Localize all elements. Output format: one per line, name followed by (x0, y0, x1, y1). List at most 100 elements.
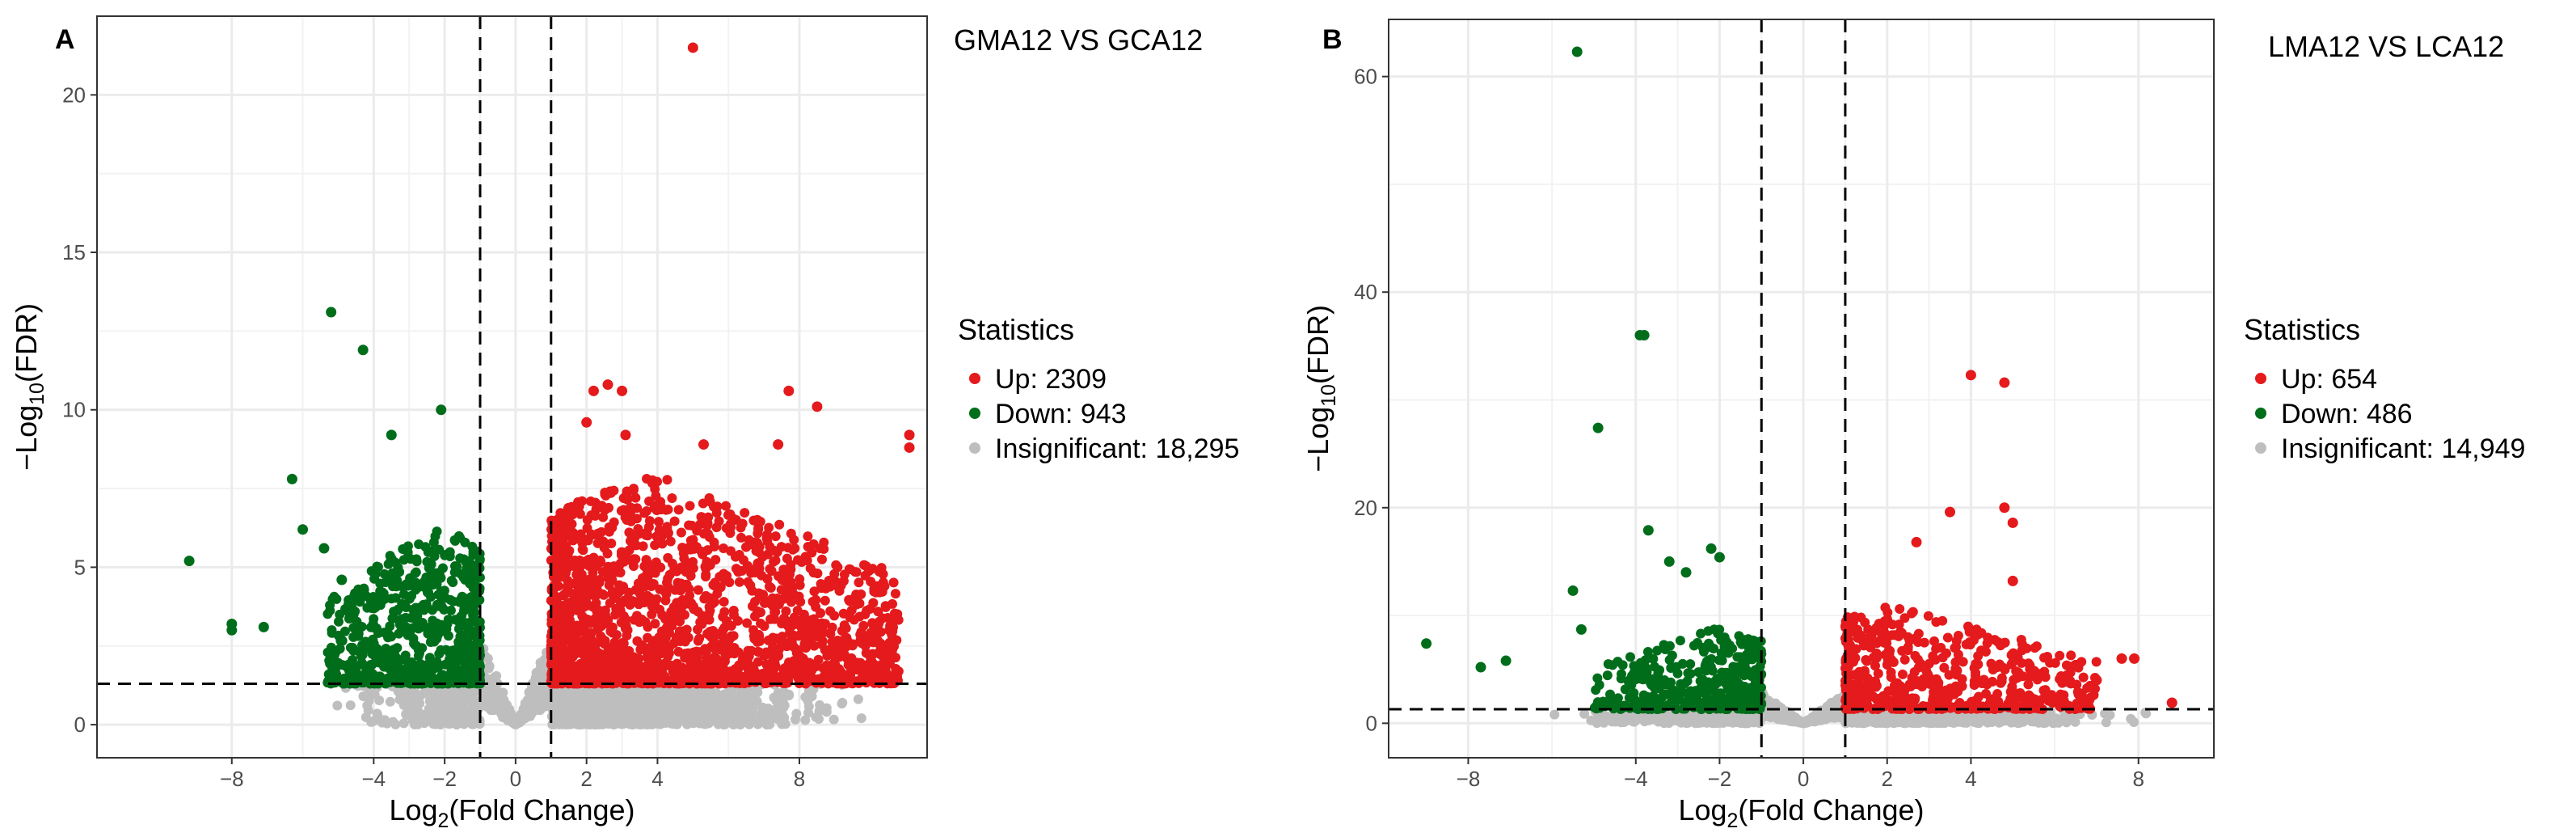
point-up (820, 677, 830, 687)
point-up (636, 593, 647, 603)
point-up (753, 558, 763, 569)
point-down (452, 561, 462, 572)
point-up (688, 563, 698, 573)
point-insignificant (761, 715, 771, 725)
point-up (646, 568, 656, 578)
point-insignificant (447, 695, 457, 705)
point-up (770, 662, 781, 672)
point-up (710, 597, 720, 607)
point-insignificant (538, 700, 548, 711)
point-insignificant (592, 699, 602, 709)
point-up (827, 576, 837, 586)
point-up (676, 585, 686, 596)
point-down (357, 345, 369, 356)
point-down (411, 602, 421, 613)
point-insignificant (699, 694, 710, 704)
point-insignificant (568, 717, 579, 727)
point-up (574, 564, 584, 575)
point-down (381, 577, 391, 588)
point-up (714, 516, 724, 526)
point-up (562, 664, 572, 674)
point-up (777, 575, 787, 585)
x-tick-label: −2 (432, 767, 457, 791)
point-up (592, 530, 603, 540)
point-up (592, 575, 602, 585)
point-up (567, 519, 577, 530)
point-up (620, 512, 630, 522)
point-up (822, 666, 833, 677)
point-up (619, 667, 630, 678)
point-down (427, 568, 437, 578)
point-up (686, 520, 697, 531)
point-up (773, 677, 783, 687)
point-up (764, 522, 774, 533)
point-up (672, 612, 682, 623)
point-down (286, 473, 297, 484)
point-up (642, 474, 652, 484)
point-down (368, 591, 378, 602)
point-down (348, 623, 359, 633)
point-down (363, 643, 373, 653)
point-up (669, 516, 680, 526)
point-up (845, 564, 855, 574)
point-down (411, 567, 421, 577)
point-insignificant (790, 714, 800, 725)
point-insignificant (332, 700, 343, 711)
point-up (712, 501, 723, 512)
point-down (297, 524, 309, 535)
point-up (635, 645, 646, 655)
point-insignificant (506, 714, 516, 725)
point-up (643, 531, 653, 541)
point-up (825, 606, 836, 616)
legend-entry-label: Insignificant: 18,295 (995, 433, 1239, 464)
point-up (582, 588, 592, 598)
point-up (888, 677, 899, 687)
point-up (891, 664, 901, 674)
point-up (560, 589, 571, 599)
point-down (326, 306, 337, 318)
point-up (841, 624, 851, 634)
point-up (854, 611, 865, 622)
point-down (411, 577, 421, 588)
point-up (656, 497, 666, 507)
legend-entry-label: Down: 943 (995, 399, 1127, 429)
point-up (788, 589, 799, 599)
point-up (685, 535, 696, 546)
x-axis-title: Log2(Fold Change) (389, 793, 635, 832)
point-down (348, 645, 359, 656)
y-axis-title: −Log10(FDR) (10, 303, 48, 471)
point-insignificant (590, 690, 601, 700)
point-up (643, 522, 654, 532)
point-up (750, 568, 761, 578)
point-up (795, 580, 805, 590)
point-insignificant (665, 704, 676, 714)
point-up (811, 602, 821, 612)
y-tick-label: 5 (74, 555, 86, 579)
point-up (616, 547, 626, 557)
point-up (769, 556, 779, 567)
x-tick-label: 8 (794, 767, 805, 791)
point-up (866, 633, 877, 644)
point-insignificant (557, 706, 567, 717)
point-up (873, 607, 883, 617)
point-insignificant (432, 702, 443, 712)
point-insignificant (597, 719, 608, 729)
point-up (555, 532, 566, 543)
point-insignificant (516, 714, 526, 725)
point-up (803, 542, 813, 552)
point-up (841, 632, 852, 643)
point-up (617, 385, 628, 396)
point-insignificant (395, 689, 406, 700)
point-insignificant (483, 663, 494, 674)
point-insignificant (744, 704, 755, 714)
point-up (701, 590, 711, 601)
point-insignificant (425, 709, 436, 720)
point-up (707, 625, 718, 636)
point-up (677, 677, 687, 687)
point-insignificant (757, 702, 768, 712)
point-insignificant (800, 715, 811, 725)
point-up (728, 667, 739, 678)
point-up (864, 666, 875, 677)
point-up (568, 634, 579, 645)
